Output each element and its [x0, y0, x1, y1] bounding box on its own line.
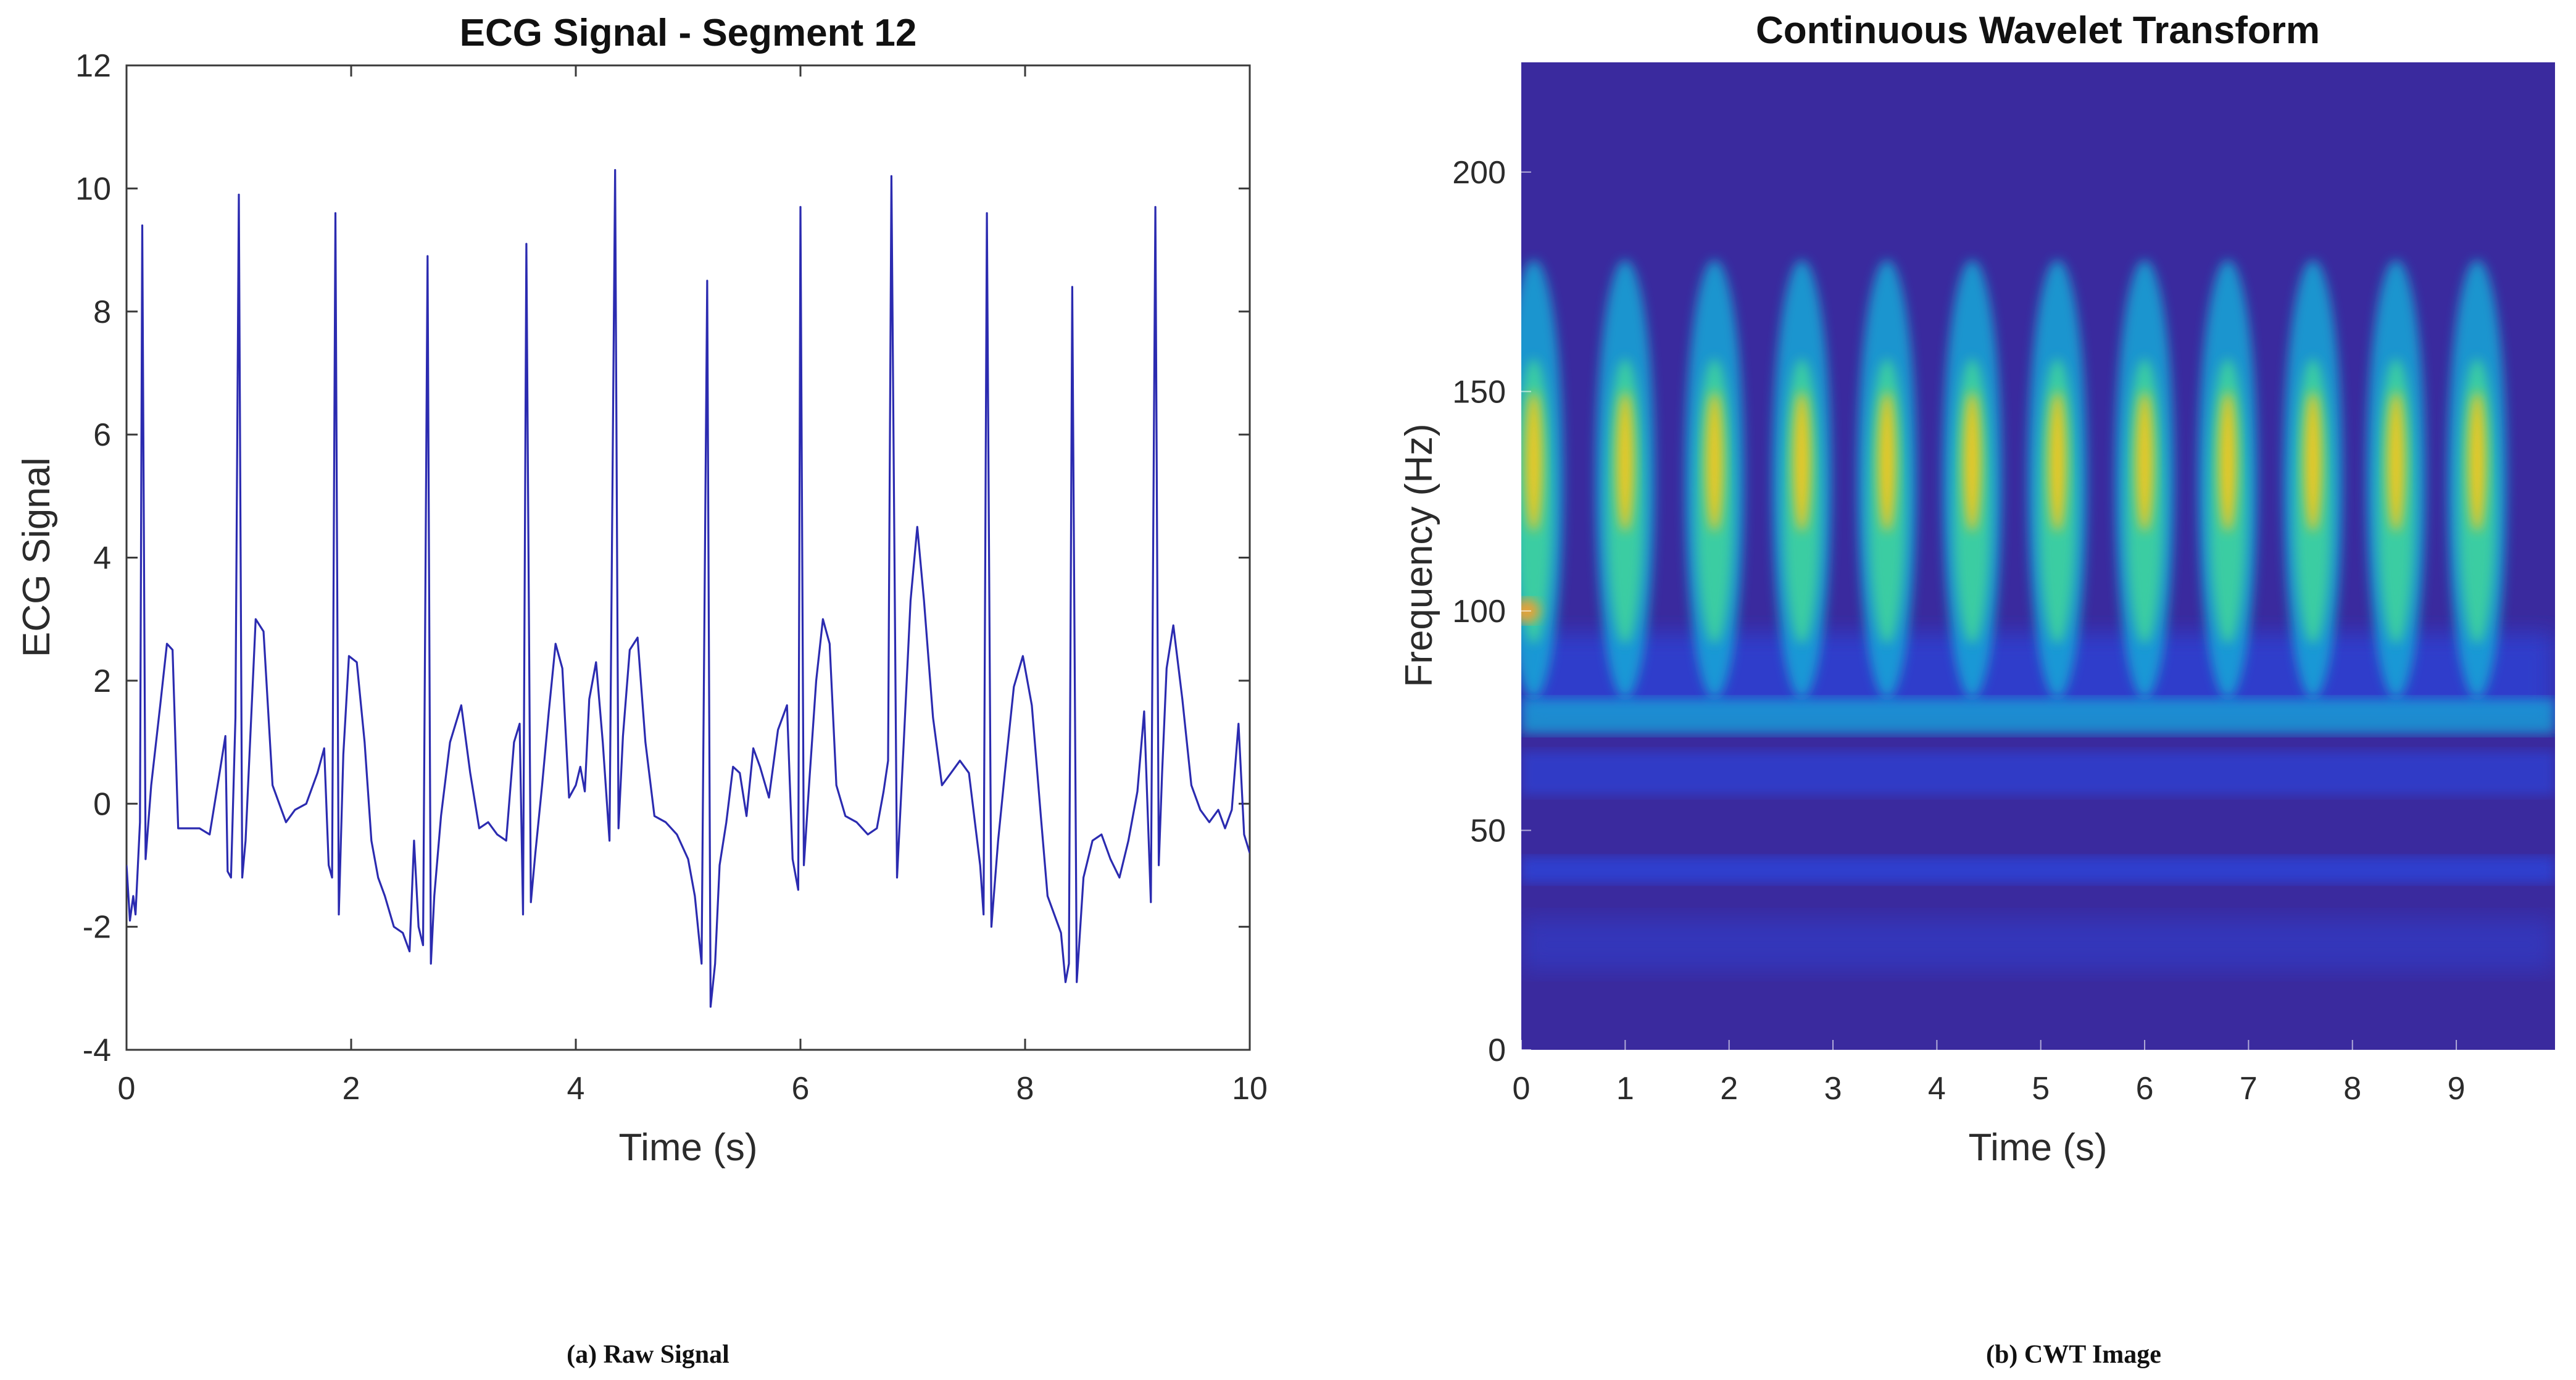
cwt-x-tick-label: 8	[2343, 1071, 2361, 1107]
cwt-beat-peak	[1706, 391, 1724, 532]
cwt-beat-peak	[2219, 391, 2237, 532]
ecg-x-tick-label: 8	[1016, 1071, 1034, 1107]
ecg-x-tick-label: 10	[1232, 1071, 1268, 1107]
ecg-x-axis-label: Time (s)	[619, 1126, 758, 1169]
ecg-x-tick-label: 2	[343, 1071, 360, 1107]
cwt-beat-peak	[1878, 391, 1896, 532]
caption-a: (a) Raw Signal	[567, 1341, 729, 1369]
cwt-chart: Continuous Wavelet Transform 0 1 2 3 4 5 6 7 8 90…	[1398, 9, 2555, 1169]
cwt-y-axis-label: Frequency (Hz)	[1398, 423, 1440, 687]
cwt-x-tick-label: 5	[2032, 1071, 2050, 1107]
cwt-y-tick-label: 100	[1452, 594, 1506, 630]
cwt-beat-peak	[2048, 391, 2066, 532]
cwt-beat-peak	[1793, 391, 1811, 532]
ecg-y-tick-label: -4	[83, 1033, 111, 1068]
cwt-x-axis-label: Time (s)	[1969, 1126, 2108, 1169]
cwt-y-tick-label: 200	[1452, 155, 1506, 191]
cwt-x-tick-label: 7	[2240, 1071, 2258, 1107]
cwt-x-tick-label: 4	[1928, 1071, 1946, 1107]
ecg-chart: ECG Signal - Segment 12 0 2 4 6 8 10 -4 -2 0 2 4 6 8…	[15, 12, 1268, 1169]
ecg-y-tick-label: 6	[93, 417, 111, 453]
cwt-y-tick-label: 150	[1452, 374, 1506, 410]
cwt-beat-peak	[1616, 391, 1634, 532]
cwt-x-tick-label: 0	[1513, 1071, 1531, 1107]
ecg-plot-area	[125, 64, 1251, 1051]
cwt-y-tick-label: 0	[1488, 1033, 1506, 1068]
ecg-x-tick-label: 0	[118, 1071, 136, 1107]
cwt-band	[1521, 857, 2555, 883]
cwt-beat-peak	[1963, 391, 1981, 532]
cwt-ticks: 0 1 2 3 4 5 6 7 8 9 0 50 100 150 200	[1452, 155, 2465, 1107]
caption-b: (b) CWT Image	[1986, 1341, 2161, 1369]
ecg-x-tick-label: 4	[567, 1071, 585, 1107]
cwt-beat-peak	[2304, 391, 2322, 532]
cwt-band	[1521, 751, 2555, 796]
cwt-x-tick-label: 1	[1616, 1071, 1634, 1107]
cwt-x-tick-label: 9	[2448, 1071, 2466, 1107]
cwt-x-tick-label: 2	[1720, 1071, 1738, 1107]
cwt-beat-blobs	[1521, 260, 2507, 699]
ecg-y-tick-label: 12	[75, 48, 111, 84]
cwt-band	[1521, 918, 2555, 971]
ecg-ticks: 0 2 4 6 8 10 -4 -2 0 2 4 6 8 10 12	[75, 48, 1268, 1107]
cwt-band	[1521, 699, 2555, 734]
cwt-x-tick-label: 3	[1824, 1071, 1842, 1107]
ecg-y-axis-label: ECG Signal	[15, 457, 58, 657]
cwt-beat-peak	[2387, 391, 2405, 532]
ecg-y-tick-label: 8	[93, 294, 111, 330]
cwt-y-tick-label: 50	[1470, 813, 1506, 849]
ecg-y-tick-label: 4	[93, 541, 111, 576]
ecg-signal-line	[127, 168, 1250, 1008]
ecg-chart-title: ECG Signal - Segment 12	[460, 12, 917, 54]
cwt-chart-title: Continuous Wavelet Transform	[1756, 9, 2320, 52]
cwt-low-frequency-bands	[1521, 633, 2555, 971]
ecg-x-tick-label: 6	[792, 1071, 810, 1107]
cwt-beat-peak	[2136, 391, 2154, 532]
ecg-y-tick-label: -2	[83, 910, 111, 946]
cwt-beat-peak	[2468, 391, 2486, 532]
cwt-x-tick-label: 6	[2136, 1071, 2154, 1107]
ecg-y-tick-label: 0	[93, 786, 111, 822]
cwt-beat-peak	[1525, 391, 1543, 532]
ecg-y-tick-label: 2	[93, 663, 111, 699]
ecg-y-tick-label: 10	[75, 171, 111, 207]
